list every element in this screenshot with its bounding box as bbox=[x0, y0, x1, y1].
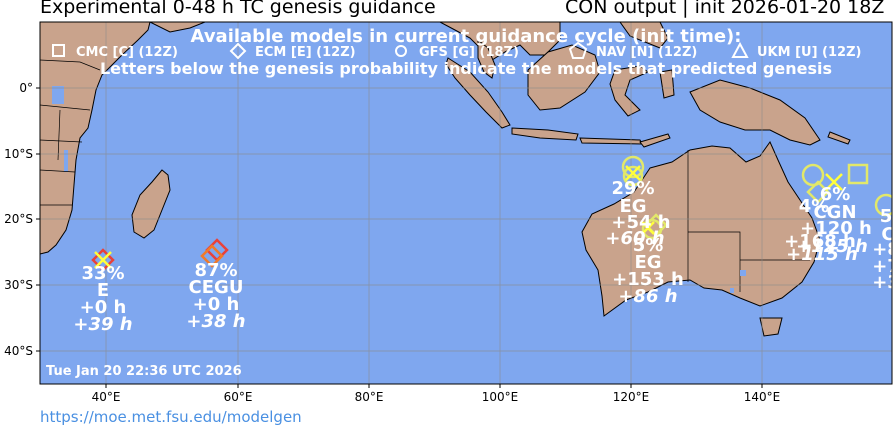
genesis-mean-time: +38 h bbox=[186, 311, 245, 332]
tick-marks bbox=[36, 87, 763, 388]
genesis-models: CEGU bbox=[189, 277, 244, 298]
genesis-diamond-icon bbox=[200, 244, 224, 268]
genesis-circle-icon bbox=[801, 163, 825, 187]
genesis-prob: 29% bbox=[611, 178, 654, 199]
genesis-prob: 5 bbox=[880, 206, 893, 227]
genesis-cross-icon bbox=[825, 173, 843, 191]
genesis-markers bbox=[91, 155, 892, 272]
landmass-philippines bbox=[619, 22, 669, 49]
landmass-solomon-islands bbox=[827, 131, 851, 145]
legend-circle-icon bbox=[395, 45, 407, 57]
genesis-circle-icon bbox=[622, 165, 644, 187]
lake-malawi bbox=[64, 150, 68, 172]
landmass-tasmania bbox=[759, 317, 783, 337]
legend-heading: Available models in current guidance cyc… bbox=[191, 26, 742, 47]
legend-triangle-icon bbox=[731, 41, 749, 58]
genesis-mean-time: +60 h bbox=[605, 228, 664, 249]
genesis-mean-time: +115 h bbox=[786, 244, 858, 265]
genesis-mean-time: +7 bbox=[872, 256, 894, 277]
genesis-square-icon bbox=[847, 163, 869, 185]
map-frame bbox=[39, 21, 893, 385]
genesis-cross-icon bbox=[625, 165, 641, 181]
legend-model-nav: NAV [N] (12Z) bbox=[596, 45, 697, 60]
lon-tick-label: 100°E bbox=[482, 390, 519, 404]
genesis-prob: 6% bbox=[820, 184, 851, 205]
legend-square-icon bbox=[52, 44, 65, 57]
legend-model-list: CMC [C] (12Z) ECM [E] (12Z) GFS [G] (18Z… bbox=[52, 41, 861, 60]
header-left-title: Experimental 0-48 h TC genesis guidance bbox=[40, 0, 436, 18]
lon-tick-label: 60°E bbox=[224, 390, 253, 404]
genesis-mean-time: +3 bbox=[872, 272, 894, 293]
genesis-first-time: +120 h bbox=[800, 218, 872, 239]
genesis-models: E bbox=[97, 280, 109, 301]
genesis-circle-icon bbox=[641, 218, 663, 240]
lake-torrens bbox=[730, 288, 734, 293]
lat-tick-label: 10°S bbox=[4, 147, 33, 161]
genesis-models: EG bbox=[619, 196, 646, 217]
lake-victoria bbox=[52, 86, 64, 104]
genesis-first-time: +0 h bbox=[80, 297, 127, 318]
genesis-models: C bbox=[881, 224, 894, 245]
landmass-moluccas bbox=[659, 69, 675, 99]
genesis-models: EG bbox=[634, 252, 661, 273]
genesis-first-time: +54 h bbox=[611, 212, 670, 233]
genesis-first-time: +153 h bbox=[612, 269, 684, 290]
landmass-africa bbox=[40, 22, 151, 255]
lake-eyre bbox=[740, 270, 746, 276]
landmass-madagascar bbox=[131, 169, 171, 239]
lat-tick-label: 30°S bbox=[4, 278, 33, 292]
genesis-first-time: +8 bbox=[872, 239, 894, 260]
lon-tick-label: 80°E bbox=[355, 390, 384, 404]
genesis-prob: 4% bbox=[799, 196, 830, 217]
landmass-arabia bbox=[149, 22, 206, 33]
lat-tick-label: 40°S bbox=[4, 344, 33, 358]
landmass-borneo bbox=[527, 44, 601, 111]
genesis-prob: 87% bbox=[194, 260, 237, 281]
landmass-sulawesi bbox=[609, 65, 649, 117]
genesis-models: CGN bbox=[813, 202, 856, 223]
legend-pentagon-icon bbox=[568, 41, 588, 59]
lon-tick-label: 140°E bbox=[744, 390, 781, 404]
header-right-title: CON output | init 2026-01-20 18Z bbox=[565, 0, 885, 18]
legend-model-cmc: CMC [C] (12Z) bbox=[76, 45, 178, 60]
legend-model-gfs: GFS [G] (18Z) bbox=[419, 45, 519, 60]
landmass-sumatra bbox=[445, 57, 511, 129]
lat-tick-label: 20°S bbox=[4, 212, 33, 226]
timestamp: Tue Jan 20 22:36 UTC 2026 bbox=[46, 364, 242, 379]
legend-model-ecm: ECM [E] (12Z) bbox=[255, 45, 356, 60]
lat-tick-label: 0° bbox=[19, 81, 33, 95]
lon-tick-label: 120°E bbox=[613, 390, 650, 404]
landmass-australia bbox=[581, 140, 821, 317]
genesis-mean-time: +86 h bbox=[618, 286, 677, 307]
genesis-labels: 33% E +0 h +39 h 87% CEGU +0 h +38 h 29%… bbox=[73, 178, 894, 335]
lon-tick-label: 40°E bbox=[92, 390, 121, 404]
genesis-prob: 5% bbox=[633, 235, 664, 256]
landmass-malay-peninsula bbox=[477, 38, 496, 79]
genesis-cross-icon bbox=[94, 251, 112, 269]
genesis-cross-icon bbox=[641, 221, 655, 235]
legend-diamond-icon bbox=[229, 42, 247, 60]
genesis-mean-time: +39 h bbox=[73, 314, 132, 335]
genesis-first-time: +0 h bbox=[193, 294, 240, 315]
landmass-java bbox=[511, 127, 579, 141]
genesis-diamond-icon bbox=[91, 248, 115, 272]
graticule bbox=[40, 22, 892, 384]
footer-url[interactable]: https://moe.met.fsu.edu/modelgen bbox=[40, 408, 302, 426]
legend-model-ukm: UKM [U] (12Z) bbox=[757, 45, 861, 60]
genesis-prob: 33% bbox=[81, 263, 124, 284]
genesis-diamond-icon bbox=[806, 180, 830, 204]
legend-note: Letters below the genesis probability in… bbox=[100, 59, 832, 78]
landmass-timor bbox=[639, 133, 671, 148]
genesis-first-time: +168 h bbox=[784, 231, 856, 252]
africa-borders bbox=[40, 59, 101, 206]
genesis-mean-time: +125 h bbox=[796, 236, 868, 257]
genesis-circle-icon bbox=[874, 193, 892, 217]
genesis-circle-icon bbox=[621, 155, 645, 179]
